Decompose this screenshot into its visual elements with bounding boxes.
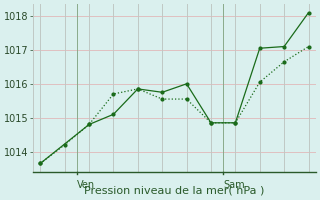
X-axis label: Pression niveau de la mer( hPa ): Pression niveau de la mer( hPa )	[84, 186, 265, 196]
Text: Ven: Ven	[77, 180, 95, 190]
Text: Sam: Sam	[223, 180, 245, 190]
